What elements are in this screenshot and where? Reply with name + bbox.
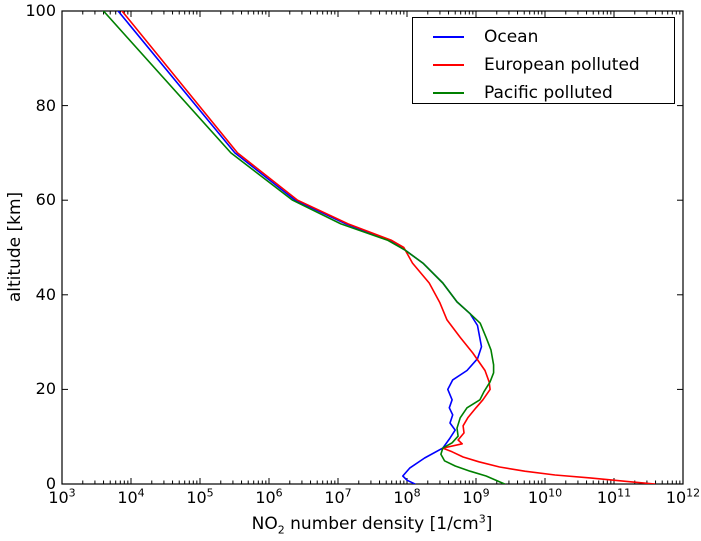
x-axis-label: NO2 number density [1/cm3] xyxy=(251,512,493,537)
x-tick-label-1e6: 106 xyxy=(255,486,283,507)
y-axis-label: altitude [km] xyxy=(5,191,25,303)
series-line-pacific-polluted xyxy=(102,11,506,484)
x-tick-label-1e11: 1011 xyxy=(596,486,632,507)
y-tick-label-60: 60 xyxy=(35,190,56,210)
legend-item-label: Ocean xyxy=(484,27,539,47)
y-tick-label-100: 100 xyxy=(25,1,56,20)
x-tick-label-1e10: 1010 xyxy=(527,486,563,507)
legend-line-swatch xyxy=(433,92,464,94)
x-tick-label-1e3: 103 xyxy=(48,486,76,507)
legend-line-swatch xyxy=(433,36,464,38)
y-tick-label-80: 80 xyxy=(35,95,56,115)
x-tick-label-1e9: 109 xyxy=(462,486,490,507)
legend: Ocean European polluted Pacific polluted xyxy=(412,17,675,104)
x-tick-label-1e4: 104 xyxy=(117,486,145,507)
legend-item-pacific-polluted: Pacific polluted xyxy=(413,79,674,107)
x-tick-label-1e12: 1012 xyxy=(665,486,701,507)
x-tick-label-1e5: 105 xyxy=(186,486,214,507)
y-tick-label-20: 20 xyxy=(35,379,56,399)
x-tick-label-1e8: 108 xyxy=(393,486,421,507)
y-tick-label-40: 40 xyxy=(35,284,56,304)
legend-item-ocean: Ocean xyxy=(413,23,674,51)
x-tick-label-1e7: 107 xyxy=(324,486,352,507)
y-tick-label-0: 0 xyxy=(45,474,56,493)
legend-item-european-polluted: European polluted xyxy=(413,51,674,79)
legend-item-label: Pacific polluted xyxy=(484,83,613,103)
legend-line-swatch xyxy=(433,64,464,66)
legend-item-label: European polluted xyxy=(484,55,640,75)
